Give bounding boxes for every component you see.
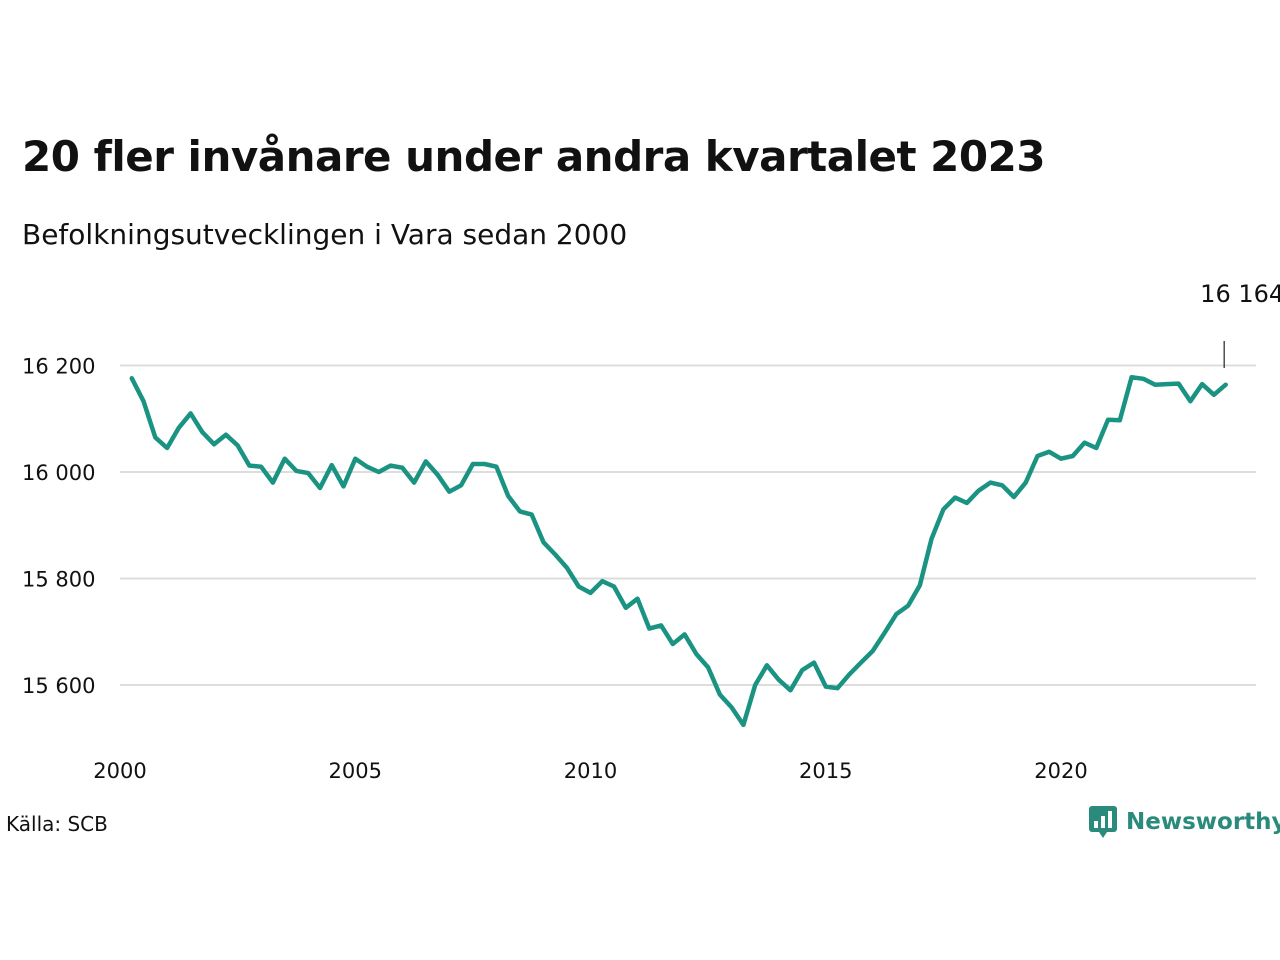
y-tick-label: 16 200 (22, 355, 95, 379)
series-layer (129, 374, 1228, 728)
x-tick-label: 2010 (564, 759, 617, 783)
chart-title: 20 fler invånare under andra kvartalet 2… (22, 132, 1046, 181)
annotation-layer: 16 164 (1200, 280, 1280, 368)
x-tick-label: 2000 (93, 759, 146, 783)
x-tick-label: 2020 (1034, 759, 1087, 783)
newsworthy-logo-icon (1089, 806, 1117, 838)
y-tick-label: 15 600 (22, 674, 95, 698)
grid-layer (120, 364, 1256, 686)
y-tick-label: 15 800 (22, 568, 95, 592)
brand-logo: Newsworthy (1088, 804, 1280, 840)
y-axis-ticks: 16 200 16 000 15 800 15 600 (22, 355, 95, 699)
y-tick-label: 16 000 (22, 461, 95, 485)
x-axis-ticks: 2000 2005 2010 2015 2020 (93, 759, 1087, 783)
brand-name: Newsworthy (1126, 809, 1280, 835)
chart-subtitle: Befolkningsutvecklingen i Vara sedan 200… (22, 218, 628, 251)
x-tick-label: 2005 (329, 759, 382, 783)
source-note: Källa: SCB (6, 812, 108, 836)
series-line (129, 374, 1228, 728)
x-tick-label: 2015 (799, 759, 852, 783)
last-value-label: 16 164 (1200, 280, 1280, 308)
